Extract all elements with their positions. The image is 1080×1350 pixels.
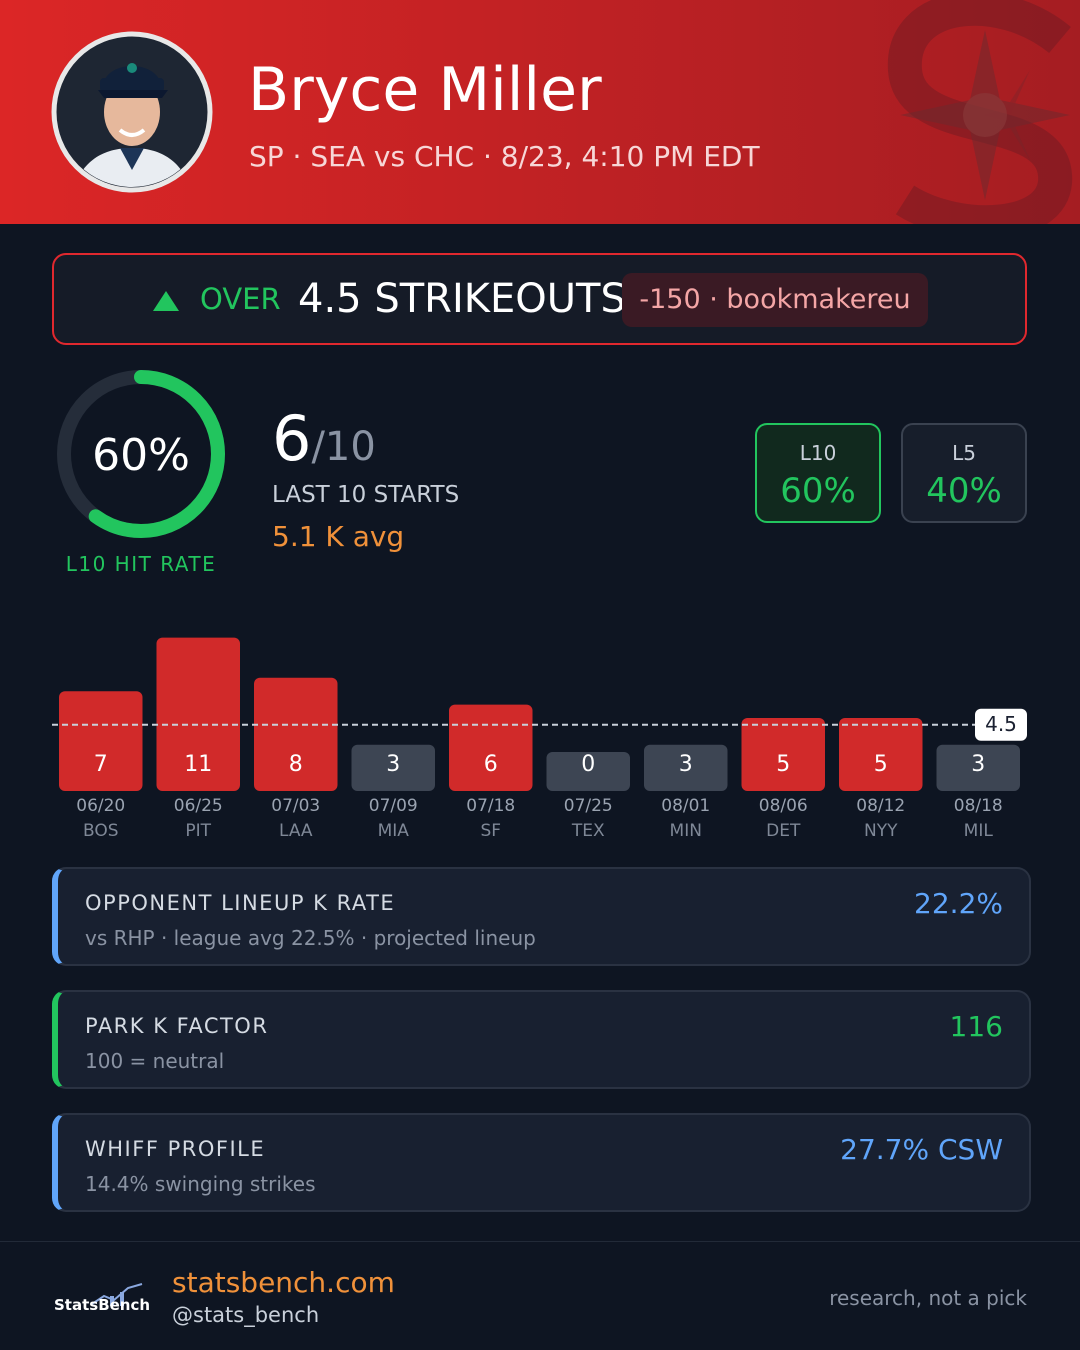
opponent-label: MIL xyxy=(964,821,994,841)
summary-caption: LAST 10 STARTS xyxy=(272,482,460,508)
bar xyxy=(644,744,728,791)
x-tick-label: 06/20 xyxy=(76,796,125,816)
logo-chart xyxy=(91,1283,143,1306)
logo: StatsBench xyxy=(54,1296,151,1314)
divider xyxy=(0,1241,1080,1242)
card-title: WHIFF PROFILE xyxy=(85,1137,266,1161)
bar xyxy=(936,744,1020,791)
x-tick-label: 07/25 xyxy=(564,796,613,816)
opponent-label: MIA xyxy=(378,821,410,841)
opponent-label: SF xyxy=(480,821,501,841)
prop-line: 4.5 STRIKEOUTS xyxy=(298,276,626,322)
x-tick-label: 07/03 xyxy=(271,796,320,816)
hits-summary: 6/10 xyxy=(272,402,376,475)
x-tick-label: 08/12 xyxy=(856,796,905,816)
opponent-label: BOS xyxy=(83,821,119,841)
bar xyxy=(351,744,435,791)
prop-direction: OVER xyxy=(200,282,281,316)
bar-label: 0 xyxy=(581,752,595,777)
bar xyxy=(546,752,630,791)
team-logo xyxy=(887,0,1073,224)
x-tick-label: 06/25 xyxy=(174,796,223,816)
hits-of: /10 xyxy=(311,424,376,470)
card-subtitle: 14.4% swinging strikes xyxy=(85,1172,316,1196)
split-value: 40% xyxy=(926,471,1002,511)
card-value: 27.7% CSW xyxy=(840,1133,1003,1166)
bar-label: 3 xyxy=(971,752,985,777)
handle: @stats_bench xyxy=(172,1303,320,1327)
card-value: 116 xyxy=(949,1010,1003,1043)
threshold-badge xyxy=(975,708,1027,741)
bar-label: 11 xyxy=(184,752,212,777)
average: 5.1 K avg xyxy=(272,520,405,553)
card-value: 22.2% xyxy=(914,887,1003,920)
bar-label: 5 xyxy=(776,752,790,777)
threshold-label: 4.5 xyxy=(985,712,1017,736)
x-tick-label: 08/18 xyxy=(954,796,1003,816)
opponent-label: DET xyxy=(766,821,801,841)
stat-card: WHIFF PROFILE 14.4% swinging strikes 27.… xyxy=(52,1113,1031,1212)
split-label: L10 xyxy=(799,441,837,465)
bar-label: 7 xyxy=(94,752,108,777)
bar-label: 3 xyxy=(386,752,400,777)
split-box: L5 40% xyxy=(901,423,1027,523)
bar-chart: 7 06/20 BOS 11 06/25 PIT 8 07/03 LAA 3 07/09 MIA 6 07… xyxy=(52,637,1027,841)
bar-label: 8 xyxy=(289,752,303,777)
x-tick-label: 08/01 xyxy=(661,796,710,816)
opponent-label: TEX xyxy=(571,821,605,841)
hit-rate-caption: L10 HIT RATE xyxy=(65,552,217,576)
bar xyxy=(59,691,143,791)
split-label: L5 xyxy=(952,441,976,465)
bar-label: 3 xyxy=(679,752,693,777)
bar xyxy=(156,637,240,791)
opponent-label: LAA xyxy=(279,821,313,841)
hit-rate-ring xyxy=(57,370,225,538)
header: Bryce Miller SP · SEA vs CHC · 8/23, 4:1… xyxy=(0,0,1080,224)
bar xyxy=(254,677,338,791)
bar xyxy=(741,718,825,791)
prop-odds: -150 · bookmakereu xyxy=(622,273,928,327)
x-tick-label: 07/18 xyxy=(466,796,515,816)
site: statsbench.com xyxy=(172,1266,395,1299)
card-subtitle: 100 = neutral xyxy=(85,1049,225,1073)
opponent-label: MIN xyxy=(670,821,702,841)
stat-card: PARK K FACTOR 100 = neutral 116 xyxy=(52,990,1031,1089)
ring-arc xyxy=(57,370,225,538)
prop-box: OVER 4.5 STRIKEOUTS -150 · bookmakereu xyxy=(52,253,1027,345)
player-name: Bryce Miller xyxy=(248,55,602,125)
split-value: 60% xyxy=(780,471,856,511)
opponent-label: NYY xyxy=(864,821,898,841)
bar xyxy=(839,718,923,791)
hits: 6 xyxy=(272,402,312,475)
split-box: L10 60% xyxy=(755,423,881,523)
card-subtitle: vs RHP · league avg 22.5% · projected li… xyxy=(85,926,536,950)
over-arrow xyxy=(153,291,179,311)
x-tick-label: 07/09 xyxy=(369,796,418,816)
card-title: PARK K FACTOR xyxy=(85,1014,269,1038)
game-info: SP · SEA vs CHC · 8/23, 4:10 PM EDT xyxy=(249,140,760,173)
bar-label: 5 xyxy=(874,752,888,777)
player-photo xyxy=(51,31,213,193)
card-title: OPPONENT LINEUP K RATE xyxy=(85,891,396,915)
opponent-label: PIT xyxy=(185,821,211,841)
x-tick-label: 08/06 xyxy=(759,796,808,816)
stat-card: OPPONENT LINEUP K RATE vs RHP · league a… xyxy=(52,867,1031,966)
disclaimer: research, not a pick xyxy=(829,1286,1027,1310)
bar xyxy=(449,704,533,791)
hit-rate-value: 60% xyxy=(92,430,190,481)
bar-label: 6 xyxy=(484,752,498,777)
